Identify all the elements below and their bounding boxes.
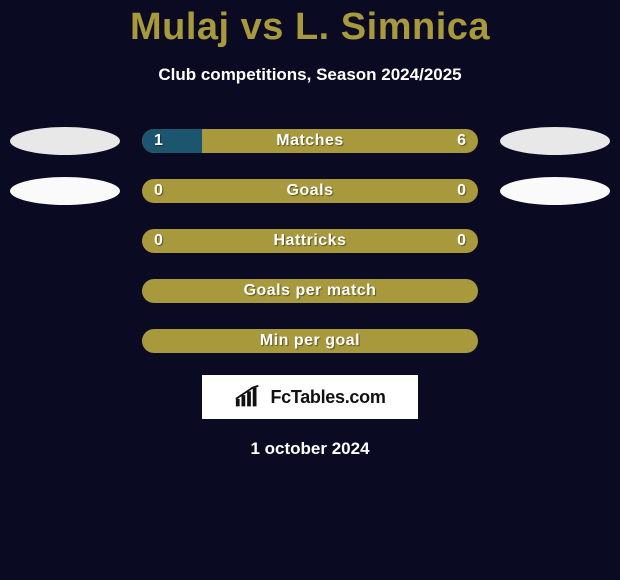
stat-bar-matches: 1 Matches 6	[142, 129, 478, 153]
player-ellipse-right-blank	[500, 227, 610, 255]
bar-fill-left	[142, 129, 202, 153]
player-ellipse-right	[500, 127, 610, 155]
player-ellipse-left-blank	[10, 277, 120, 305]
stat-label: Min per goal	[260, 332, 360, 350]
stat-value-left: 0	[154, 229, 163, 253]
stat-label: Matches	[276, 132, 344, 150]
stat-value-left: 1	[154, 129, 163, 153]
stat-value-left: 0	[154, 179, 163, 203]
site-logo-text: FcTables.com	[270, 387, 385, 408]
stat-bar-goals: 0 Goals 0	[142, 179, 478, 203]
stat-value-right: 0	[457, 179, 466, 203]
player-ellipse-left	[10, 127, 120, 155]
player-ellipse-left-blank	[10, 327, 120, 355]
infographic-container: Mulaj vs L. Simnica Club competitions, S…	[0, 0, 620, 580]
player-ellipse-right	[500, 177, 610, 205]
player-ellipse-left-blank	[10, 227, 120, 255]
stat-row: 0 Goals 0	[0, 177, 620, 205]
stat-row: Goals per match	[0, 277, 620, 305]
page-subtitle: Club competitions, Season 2024/2025	[158, 65, 461, 85]
stat-label: Goals per match	[244, 282, 377, 300]
stat-row: 0 Hattricks 0	[0, 227, 620, 255]
stat-value-right: 0	[457, 229, 466, 253]
stat-row: 1 Matches 6	[0, 127, 620, 155]
stat-bar-goals-per-match: Goals per match	[142, 279, 478, 303]
stat-bar-hattricks: 0 Hattricks 0	[142, 229, 478, 253]
player-ellipse-left	[10, 177, 120, 205]
site-logo-box: FcTables.com	[202, 375, 418, 419]
stat-row: Min per goal	[0, 327, 620, 355]
date-text: 1 october 2024	[250, 439, 369, 459]
stat-bar-min-per-goal: Min per goal	[142, 329, 478, 353]
page-title: Mulaj vs L. Simnica	[130, 6, 490, 49]
player-ellipse-right-blank	[500, 327, 610, 355]
stat-label: Goals	[287, 182, 334, 200]
comparison-rows: 1 Matches 6 0 Goals 0	[0, 127, 620, 355]
stat-value-right: 6	[457, 129, 466, 153]
bar-chart-icon	[234, 385, 264, 409]
player-ellipse-right-blank	[500, 277, 610, 305]
stat-label: Hattricks	[274, 232, 347, 250]
